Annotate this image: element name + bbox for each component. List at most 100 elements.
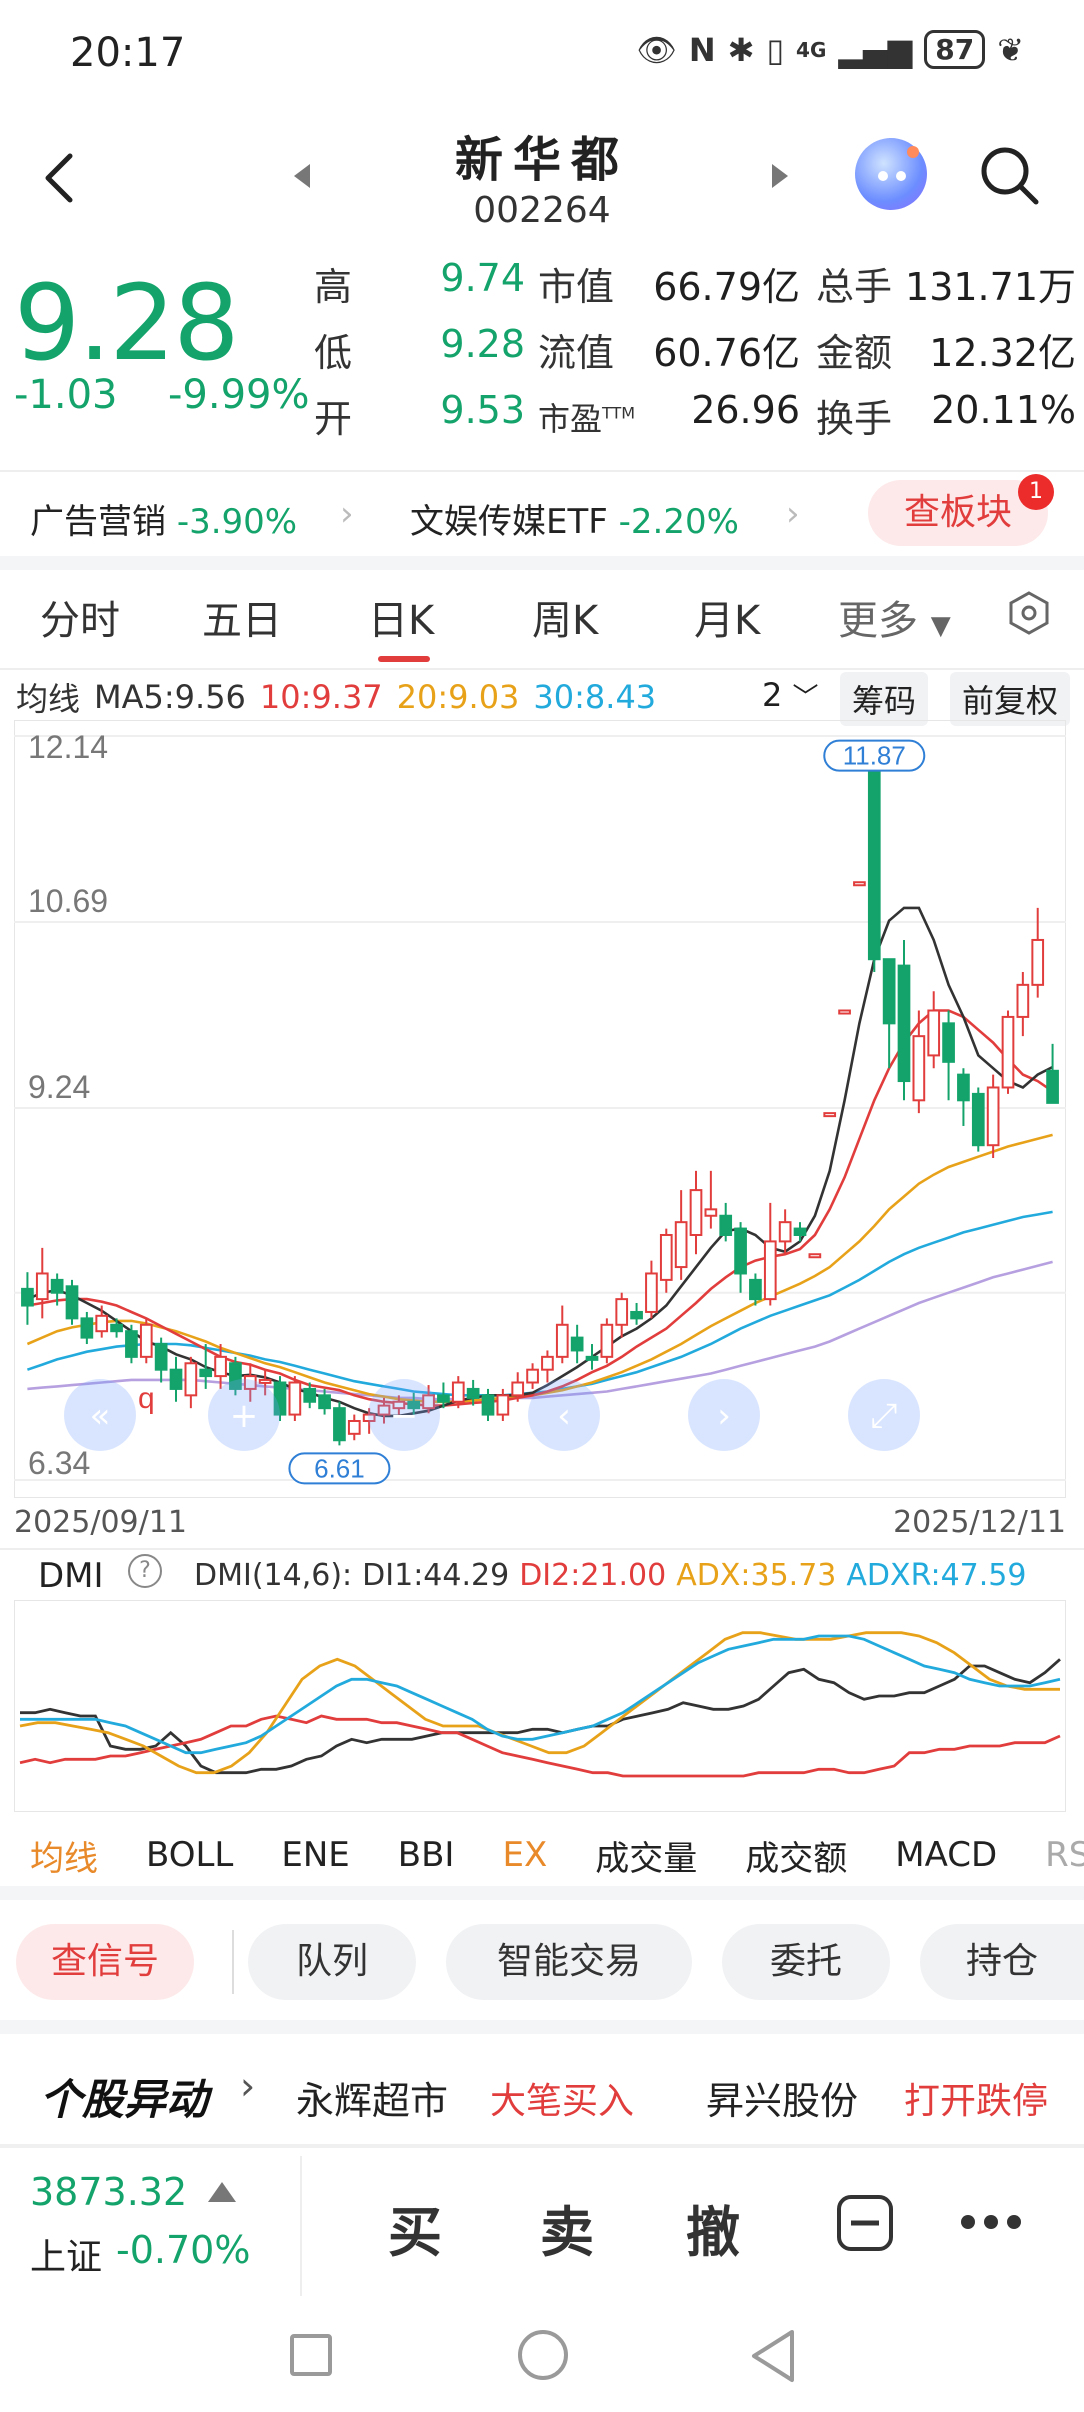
smart-trade-button[interactable]: 智能交易 bbox=[446, 1924, 692, 2000]
zoom-in-button-icon: + bbox=[230, 1396, 259, 1436]
indicator-tab-volume[interactable]: 成交量 bbox=[595, 1838, 698, 1879]
alert-stock-2[interactable]: 昇兴股份 bbox=[706, 2079, 859, 2123]
sell-button[interactable]: 卖 bbox=[540, 2201, 594, 2264]
adjust-button[interactable]: 前复权 bbox=[950, 672, 1071, 726]
orders-button[interactable]: 委托 bbox=[722, 1924, 890, 2000]
prev-stock-icon[interactable] bbox=[292, 162, 312, 190]
tab-five-day[interactable]: 五日 bbox=[202, 598, 282, 644]
candle bbox=[377, 1397, 391, 1424]
candle-body bbox=[50, 1278, 64, 1294]
period-select[interactable]: 2 ﹀ bbox=[762, 676, 819, 714]
y-axis-label: 10.69 bbox=[28, 883, 108, 919]
back-arrow-icon[interactable] bbox=[40, 148, 80, 208]
sector-item-advertising[interactable]: 广告营销 -3.90% bbox=[30, 502, 298, 542]
indicator-tab-amount[interactable]: 成交额 bbox=[745, 1838, 848, 1879]
candle-body bbox=[35, 1272, 49, 1301]
index-value[interactable]: 3873.32 bbox=[30, 2170, 188, 2214]
indicator-tab-boll[interactable]: BOLL bbox=[146, 1835, 234, 1875]
candle bbox=[867, 769, 881, 973]
chevron-down-icon: ﹀ bbox=[792, 683, 819, 713]
help-icon[interactable]: ? bbox=[128, 1554, 162, 1588]
fullscreen-button-icon: ⤢ bbox=[870, 1396, 897, 1436]
candle bbox=[853, 881, 866, 887]
candle-body bbox=[541, 1355, 554, 1371]
cancel-order-button[interactable]: 撤 bbox=[686, 2201, 740, 2264]
sector-item-etf[interactable]: 文娱传媒ETF -2.20% bbox=[410, 502, 739, 542]
stock-alert-title[interactable]: 个股异动 bbox=[40, 2075, 209, 2124]
candle bbox=[35, 1247, 49, 1319]
candle-body bbox=[585, 1355, 599, 1361]
divider bbox=[0, 2144, 1084, 2148]
candlestick-chart[interactable]: 12.14 10.69 9.24 6.34 11.87 6.61 q « + − ‹ › ⤢ bbox=[14, 720, 1066, 1498]
chips-button[interactable]: 筹码 bbox=[840, 672, 929, 726]
candle bbox=[451, 1376, 465, 1409]
candle-body bbox=[169, 1368, 183, 1390]
settings-hexagon-icon[interactable] bbox=[1006, 590, 1052, 636]
next-stock-icon[interactable] bbox=[770, 162, 790, 190]
step-left-button[interactable]: ‹ bbox=[528, 1379, 600, 1451]
candle bbox=[912, 1010, 926, 1114]
dmi-label[interactable]: DMI bbox=[38, 1556, 104, 1596]
check-signal-button[interactable]: 查信号 bbox=[16, 1924, 194, 2000]
candle-body bbox=[823, 1112, 837, 1118]
candle bbox=[1046, 1043, 1059, 1104]
candle-body bbox=[867, 769, 881, 961]
tab-weekly-k[interactable]: 周K bbox=[532, 598, 599, 644]
status-time: 20:17 bbox=[70, 30, 186, 76]
candle bbox=[808, 1253, 822, 1259]
recent-apps-icon[interactable] bbox=[290, 2334, 332, 2376]
price-change: -1.03 bbox=[14, 372, 118, 418]
candle bbox=[986, 1074, 1000, 1159]
indicator-tab-rsi[interactable]: RSI bbox=[1045, 1835, 1084, 1875]
candle bbox=[763, 1202, 777, 1306]
step-right-button[interactable]: › bbox=[688, 1379, 760, 1451]
alert-event-2: 打开跌停 bbox=[904, 2081, 1049, 2122]
indicator-tab-ex[interactable]: EX bbox=[502, 1835, 548, 1875]
tab-daily-k[interactable]: 日K bbox=[368, 598, 435, 644]
candle-body bbox=[689, 1189, 703, 1236]
minimize-icon[interactable] bbox=[836, 2194, 894, 2252]
candle bbox=[630, 1302, 643, 1325]
more-icon[interactable] bbox=[958, 2212, 1024, 2232]
float-cap-label: 流值 bbox=[538, 331, 615, 375]
candle-body bbox=[110, 1323, 123, 1333]
tab-monthly-k[interactable]: 月K bbox=[694, 598, 761, 644]
candle-body bbox=[65, 1285, 79, 1320]
candle-body bbox=[659, 1233, 673, 1281]
scroll-left-button[interactable]: « bbox=[64, 1379, 136, 1451]
indicator-tab-ma[interactable]: 均线 bbox=[30, 1838, 98, 1879]
fullscreen-button[interactable]: ⤢ bbox=[848, 1379, 920, 1451]
turnover-value: 20.11% bbox=[931, 388, 1076, 432]
ai-assistant-icon[interactable] bbox=[855, 138, 927, 210]
home-icon[interactable] bbox=[518, 2330, 568, 2380]
stock-code: 002264 bbox=[473, 190, 611, 231]
candle bbox=[243, 1363, 257, 1402]
candle-body bbox=[466, 1387, 480, 1399]
indicator-tab-macd[interactable]: MACD bbox=[895, 1835, 998, 1875]
candle bbox=[971, 1087, 985, 1152]
indicator-tab-bbi[interactable]: BBI bbox=[397, 1835, 455, 1875]
positions-button[interactable]: 持仓 bbox=[920, 1924, 1084, 2000]
candle bbox=[734, 1222, 747, 1293]
search-icon[interactable] bbox=[978, 144, 1042, 208]
indicator-tab-ene[interactable]: ENE bbox=[281, 1835, 350, 1875]
turnover-label: 换手 bbox=[816, 397, 893, 441]
candle bbox=[169, 1356, 183, 1402]
candle-body bbox=[184, 1362, 198, 1397]
candle bbox=[154, 1337, 168, 1383]
alert-stock-1[interactable]: 永辉超市 bbox=[296, 2079, 449, 2123]
nav-back-icon[interactable] bbox=[748, 2328, 796, 2384]
zoom-in-button[interactable]: + bbox=[208, 1379, 280, 1451]
queue-button[interactable]: 队列 bbox=[248, 1924, 416, 2000]
candle bbox=[318, 1388, 331, 1415]
tab-more[interactable]: 更多 ▼ bbox=[838, 598, 951, 644]
candle-body bbox=[719, 1214, 733, 1236]
candle bbox=[555, 1305, 569, 1364]
zoom-out-button[interactable]: − bbox=[368, 1379, 440, 1451]
tab-intraday[interactable]: 分时 bbox=[40, 598, 120, 644]
step-left-button-bg bbox=[528, 1379, 600, 1451]
candle bbox=[541, 1350, 554, 1383]
buy-button[interactable]: 买 bbox=[388, 2201, 442, 2264]
candle-body bbox=[318, 1394, 331, 1410]
candle-body bbox=[1046, 1069, 1059, 1104]
